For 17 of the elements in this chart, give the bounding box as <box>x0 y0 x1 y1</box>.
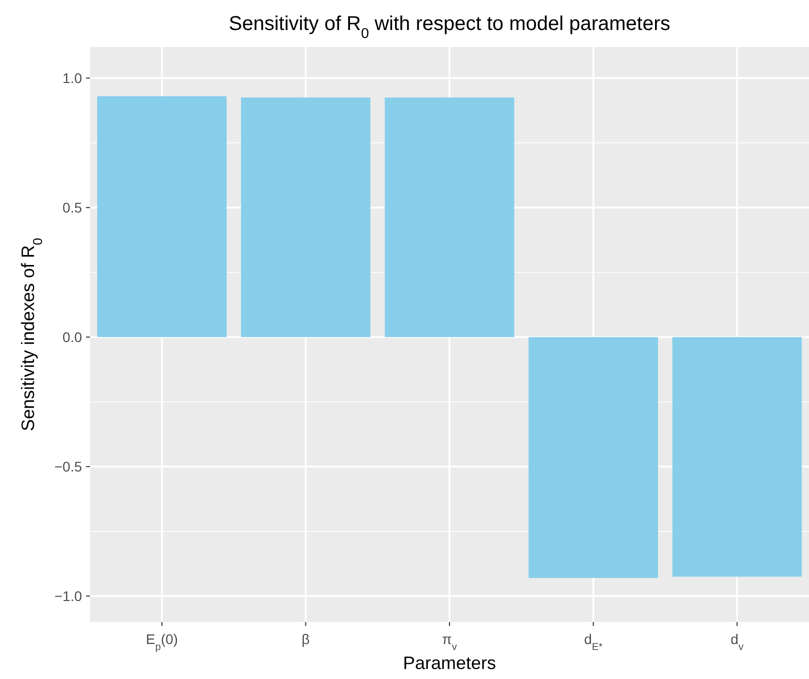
y-tick-label: −1.0 <box>54 588 82 604</box>
bar <box>672 337 802 577</box>
bar <box>97 96 227 338</box>
bar <box>384 98 514 338</box>
x-tick-label: E$_{p}$(0) <box>146 631 178 652</box>
chart-title: Sensitivity of R$_{0}$ with respect to model parameters <box>228 13 670 42</box>
y-tick-label: 0.0 <box>62 328 82 345</box>
y-tick-label: −0.5 <box>54 458 82 474</box>
x-tick-label: d$_{E*}$ <box>584 631 603 652</box>
y-tick-label: 0.5 <box>62 199 82 216</box>
x-tick-label: β <box>302 631 310 647</box>
bar <box>240 98 370 338</box>
bar <box>528 337 658 578</box>
x-axis-title: Parameters <box>402 653 496 673</box>
x-tick-label: π$_{v}$ <box>442 631 457 652</box>
x-tick-label: d$_{v}$ <box>730 631 744 652</box>
y-tick-label: 1.0 <box>62 70 82 86</box>
